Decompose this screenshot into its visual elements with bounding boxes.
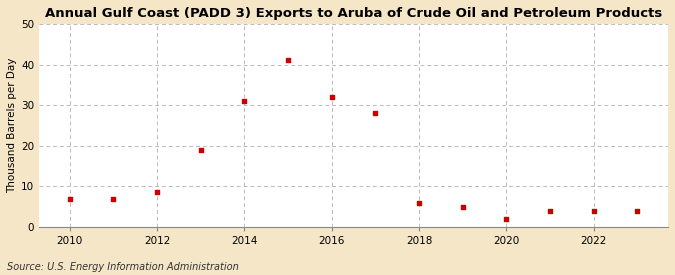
Point <box>152 190 163 195</box>
Point <box>326 95 337 99</box>
Point <box>195 148 206 152</box>
Point <box>589 208 599 213</box>
Point <box>283 58 294 63</box>
Text: Source: U.S. Energy Information Administration: Source: U.S. Energy Information Administ… <box>7 262 238 272</box>
Point <box>239 99 250 103</box>
Point <box>64 196 75 201</box>
Point <box>414 200 425 205</box>
Point <box>632 208 643 213</box>
Point <box>108 196 119 201</box>
Point <box>501 217 512 221</box>
Title: Annual Gulf Coast (PADD 3) Exports to Aruba of Crude Oil and Petroleum Products: Annual Gulf Coast (PADD 3) Exports to Ar… <box>45 7 662 20</box>
Point <box>545 208 556 213</box>
Point <box>370 111 381 116</box>
Y-axis label: Thousand Barrels per Day: Thousand Barrels per Day <box>7 58 17 193</box>
Point <box>458 205 468 209</box>
